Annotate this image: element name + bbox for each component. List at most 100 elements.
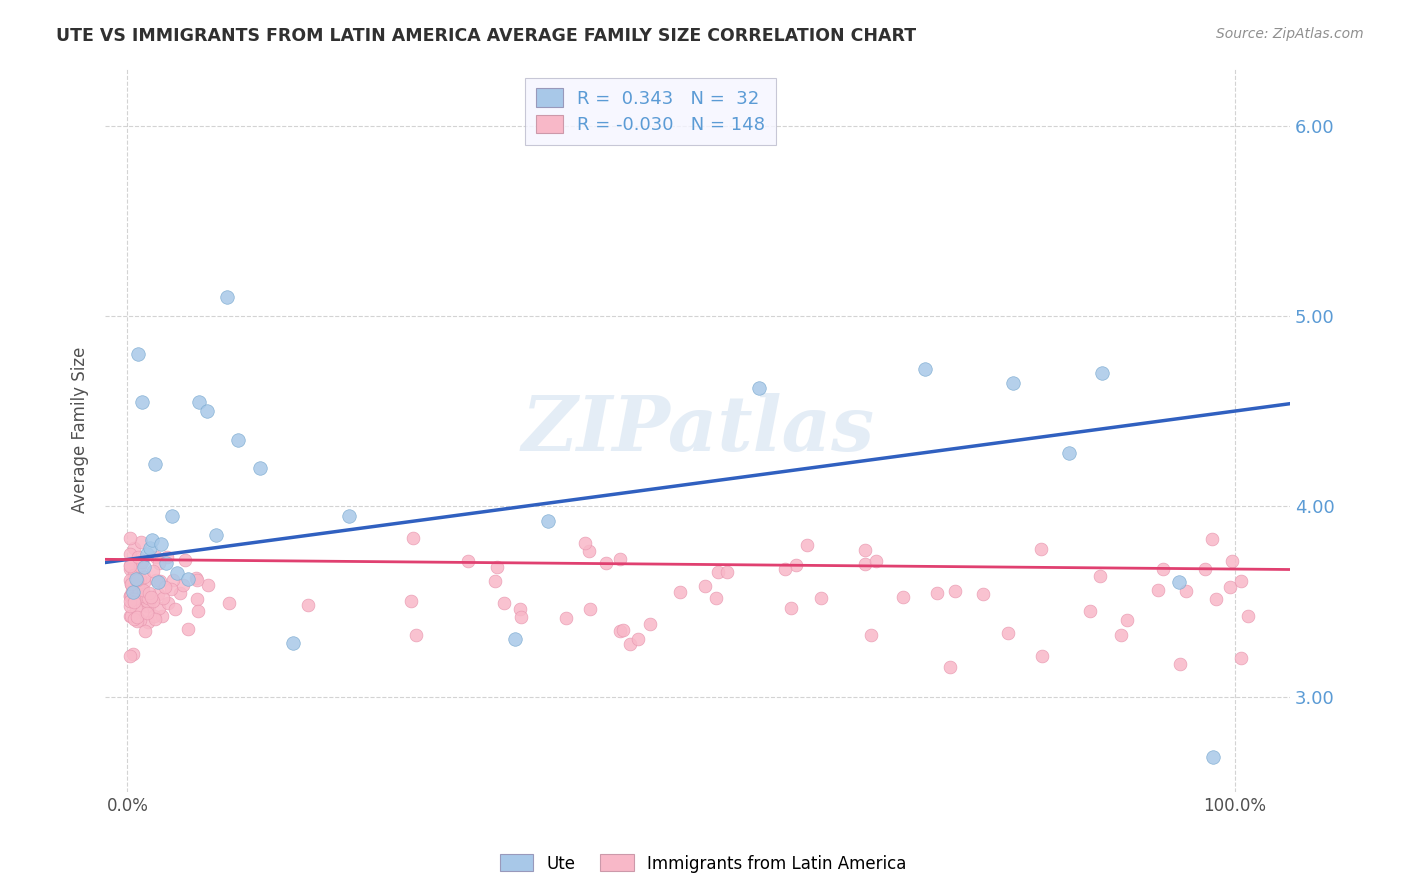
Point (283, 636, 305, 650)
Point (141, 533, 163, 548)
Point (1088, 568, 1111, 582)
Point (609, 551, 631, 566)
Point (120, 599, 142, 613)
Point (148, 601, 170, 615)
Point (142, 564, 165, 578)
Point (125, 572, 148, 586)
Point (891, 590, 914, 604)
Point (595, 557, 617, 571)
Point (1078, 604, 1101, 618)
Point (1201, 750, 1223, 764)
Point (122, 541, 145, 555)
Point (485, 560, 508, 574)
Point (145, 612, 167, 626)
Point (177, 622, 200, 636)
Point (118, 573, 141, 587)
Point (1153, 562, 1175, 576)
Point (1205, 591, 1227, 606)
Point (122, 585, 145, 599)
Point (1237, 608, 1260, 623)
Point (205, 528, 228, 542)
Point (136, 599, 159, 614)
Point (131, 394, 153, 409)
Point (127, 549, 149, 564)
Point (1219, 580, 1241, 594)
Point (249, 461, 271, 475)
Point (1111, 628, 1133, 642)
Point (145, 550, 167, 565)
Point (122, 591, 145, 606)
Point (118, 594, 141, 608)
Point (510, 610, 533, 624)
Point (148, 556, 170, 570)
Point (174, 552, 197, 566)
Point (156, 549, 179, 564)
Point (492, 596, 515, 610)
Point (127, 571, 149, 585)
Point (186, 574, 208, 588)
Point (939, 660, 962, 674)
Point (118, 589, 141, 603)
Point (177, 572, 200, 586)
Point (853, 542, 876, 557)
Point (215, 290, 238, 304)
Point (578, 543, 600, 558)
Point (148, 575, 170, 590)
Point (627, 632, 650, 646)
Point (865, 553, 887, 567)
Point (716, 565, 738, 579)
Point (1201, 532, 1223, 546)
Point (125, 593, 148, 607)
Point (118, 547, 141, 561)
Point (132, 560, 155, 574)
Point (503, 632, 526, 647)
Point (337, 508, 360, 523)
Point (1230, 574, 1253, 589)
Point (226, 433, 249, 447)
Point (136, 547, 159, 561)
Point (134, 589, 156, 603)
Point (157, 596, 180, 610)
Point (188, 394, 211, 409)
Point (853, 557, 876, 571)
Point (118, 531, 141, 545)
Point (609, 624, 631, 638)
Point (135, 593, 157, 607)
Point (143, 608, 166, 623)
Point (138, 594, 160, 608)
Point (997, 626, 1019, 640)
Point (669, 584, 692, 599)
Point (159, 582, 181, 596)
Point (457, 554, 479, 568)
Point (914, 362, 936, 376)
Point (169, 585, 191, 599)
Point (172, 578, 194, 592)
Point (118, 608, 141, 623)
Point (138, 541, 160, 555)
Point (925, 586, 948, 600)
Point (796, 538, 818, 552)
Point (143, 458, 166, 472)
Point (160, 508, 183, 523)
Point (149, 574, 172, 588)
Legend: Ute, Immigrants from Latin America: Ute, Immigrants from Latin America (494, 847, 912, 880)
Point (142, 594, 165, 608)
Point (125, 581, 148, 595)
Point (152, 591, 174, 605)
Point (132, 570, 155, 584)
Point (1115, 613, 1137, 627)
Point (1147, 583, 1170, 598)
Point (121, 583, 143, 598)
Point (138, 586, 160, 600)
Point (186, 571, 208, 585)
Point (146, 587, 169, 601)
Point (704, 591, 727, 606)
Point (638, 617, 661, 632)
Point (120, 588, 142, 602)
Point (859, 628, 882, 642)
Point (153, 580, 176, 594)
Point (129, 613, 152, 627)
Point (118, 589, 141, 603)
Point (619, 637, 641, 651)
Point (773, 561, 796, 575)
